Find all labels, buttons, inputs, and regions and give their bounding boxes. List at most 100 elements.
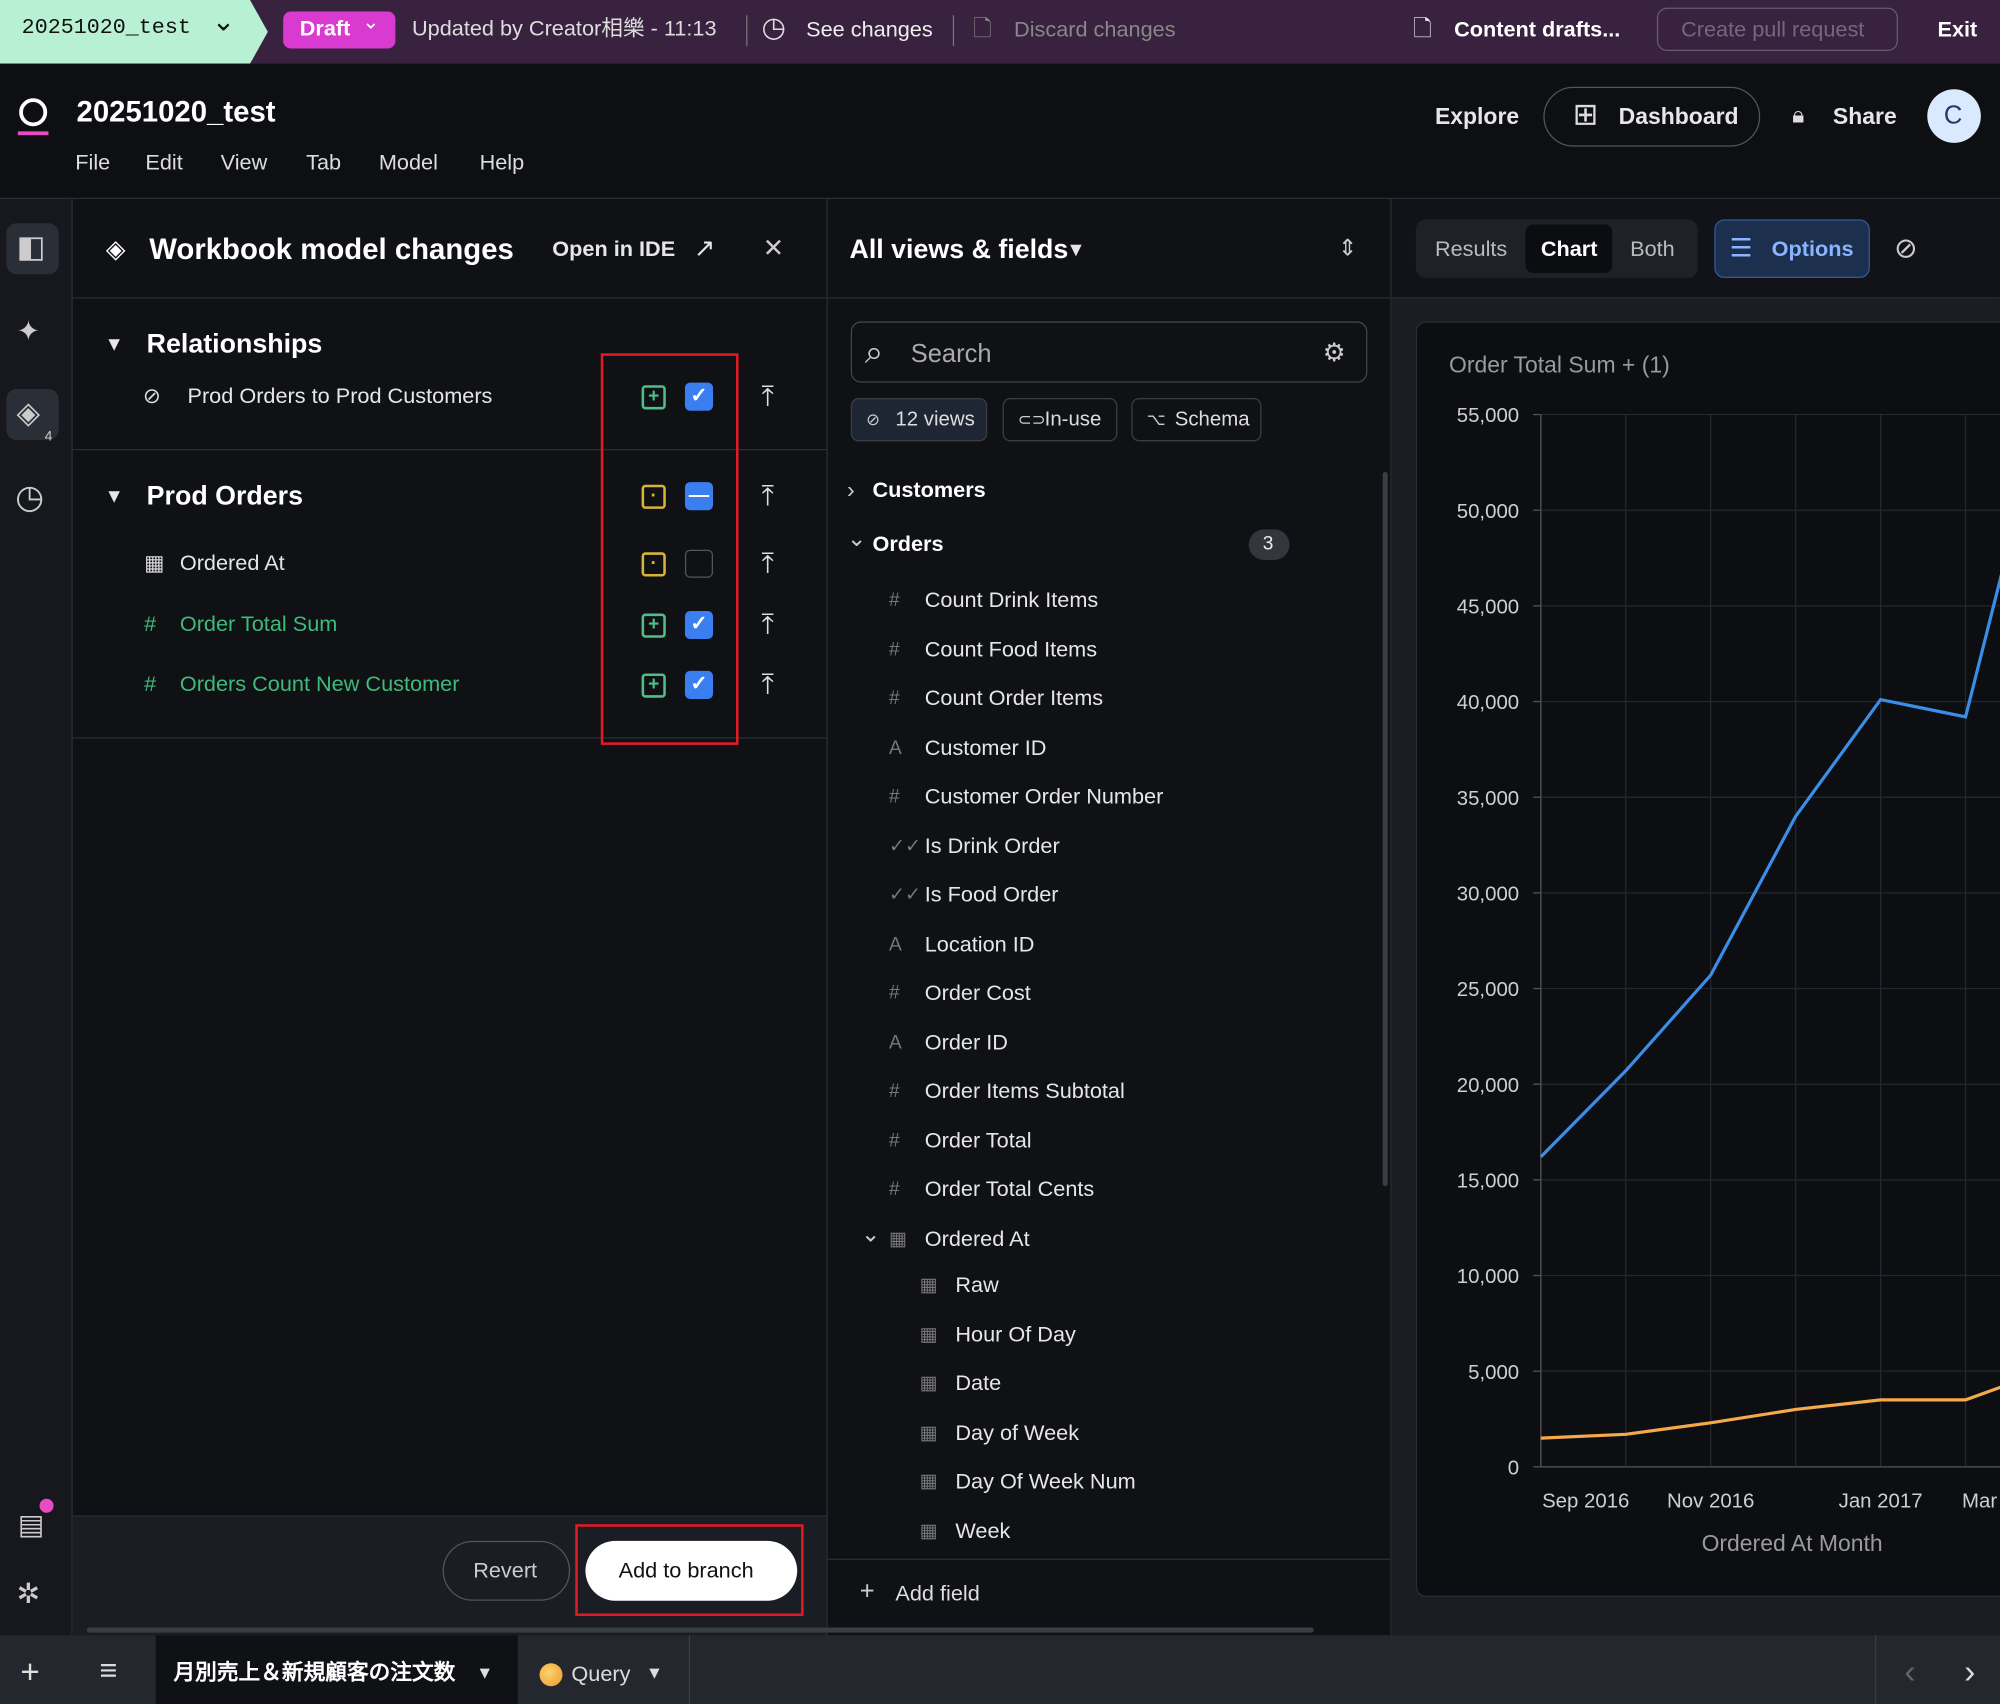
field[interactable]: Is Drink Order: [925, 833, 1060, 859]
search-placeholder[interactable]: Search: [911, 339, 992, 370]
share[interactable]: Share: [1833, 104, 1897, 132]
y-tick-label: 30,000: [1457, 884, 1519, 906]
options[interactable]: Options: [1772, 237, 1854, 263]
menu-item[interactable]: View: [221, 150, 268, 176]
y-tick-label: 5,000: [1468, 1362, 1519, 1384]
checkbox[interactable]: —: [685, 482, 713, 510]
field[interactable]: Order Total Cents: [925, 1177, 1095, 1203]
icon: 🔒︎: [1792, 102, 1804, 130]
result-tab[interactable]: Both: [1630, 237, 1675, 263]
table-name[interactable]: Orders: [872, 532, 943, 558]
icon: ›: [847, 477, 855, 505]
change-badge: +: [642, 673, 666, 697]
field[interactable]: Is Food Order: [925, 882, 1059, 908]
branch-name[interactable]: 20251020_test: [22, 16, 191, 42]
subfield[interactable]: Hour Of Day: [955, 1322, 1076, 1348]
result-tab[interactable]: Results: [1435, 237, 1507, 263]
field[interactable]: Order Cost: [925, 981, 1031, 1007]
series-line: [1541, 380, 2000, 1157]
subfield[interactable]: Day of Week: [955, 1420, 1079, 1446]
icon: ⊘: [143, 384, 161, 410]
dashboard[interactable]: Dashboard: [1619, 104, 1739, 132]
field[interactable]: Location ID: [925, 932, 1035, 958]
change-item: Order Total Sum: [180, 612, 337, 638]
field[interactable]: Count Food Items: [925, 637, 1097, 663]
series-line: [1541, 1369, 2000, 1438]
checkbox[interactable]: [685, 550, 713, 578]
checkbox[interactable]: ✓: [685, 383, 713, 411]
field[interactable]: Customer Order Number: [925, 784, 1164, 810]
content-drafts[interactable]: Content drafts...: [1454, 18, 1620, 44]
icon: 🗋: [973, 16, 991, 44]
discard-changes[interactable]: Discard changes: [1014, 18, 1176, 44]
draft-label[interactable]: Draft: [300, 16, 351, 42]
icon: +: [860, 1577, 875, 1608]
subfield[interactable]: Day Of Week Num: [955, 1469, 1135, 1495]
subfield[interactable]: Week: [955, 1518, 1010, 1544]
field[interactable]: Customer ID: [925, 735, 1047, 761]
see-changes[interactable]: See changes: [806, 18, 933, 44]
checkbox[interactable]: ✓: [685, 611, 713, 639]
menu-item[interactable]: Model: [379, 150, 438, 176]
separator: [746, 15, 747, 46]
subfield[interactable]: Raw: [955, 1273, 998, 1299]
add-to-branch[interactable]: Add to branch: [619, 1558, 754, 1584]
query-icon: [540, 1663, 563, 1686]
menu-item[interactable]: File: [75, 150, 110, 176]
icon: ◈: [106, 235, 126, 266]
revert[interactable]: Revert: [473, 1558, 537, 1584]
field[interactable]: Order Items Subtotal: [925, 1079, 1125, 1105]
menu-item[interactable]: Tab: [306, 150, 341, 176]
icon: ⊂⊃: [1018, 410, 1046, 430]
icon: A: [889, 737, 902, 760]
field[interactable]: Order Total: [925, 1128, 1032, 1154]
chip-label[interactable]: 12 views: [895, 407, 974, 431]
result-tab[interactable]: Chart: [1541, 237, 1598, 263]
icon: ⌥: [1147, 410, 1166, 430]
icon: ‹: [1904, 1652, 1915, 1692]
workbook-title: 20251020_test: [77, 95, 276, 130]
icon: ▦: [144, 551, 164, 577]
add-field[interactable]: Add field: [895, 1581, 979, 1607]
icon: ✕: [763, 233, 784, 264]
icon: #: [889, 589, 900, 612]
group-name: Prod Orders: [147, 480, 303, 512]
x-tick-label: Nov 2016: [1667, 1491, 1754, 1513]
panel-title: Workbook model changes: [149, 232, 514, 267]
query-tab[interactable]: Query: [571, 1662, 630, 1688]
menu-item[interactable]: Help: [480, 150, 525, 176]
icon: ◧: [17, 230, 46, 267]
exit[interactable]: Exit: [1937, 18, 1977, 44]
chip-label[interactable]: Schema: [1175, 407, 1250, 431]
field[interactable]: Count Order Items: [925, 686, 1103, 712]
icon: ◷: [761, 11, 785, 45]
icon: A: [889, 1031, 902, 1054]
icon: ▾: [1070, 236, 1082, 264]
icon: ▦: [920, 1323, 938, 1346]
explore[interactable]: Explore: [1435, 104, 1519, 132]
checkbox[interactable]: ✓: [685, 671, 713, 699]
open-ide[interactable]: Open in IDE: [552, 237, 675, 263]
avatar-letter[interactable]: C: [1944, 101, 1962, 132]
field[interactable]: Count Drink Items: [925, 588, 1099, 614]
y-tick-label: 0: [1508, 1457, 1519, 1479]
group-name: Relationships: [147, 328, 323, 360]
icon: ⌄: [212, 5, 236, 39]
icon: #: [889, 786, 900, 809]
menu-item[interactable]: Edit: [145, 150, 182, 176]
field[interactable]: Ordered At: [925, 1226, 1030, 1252]
subfield[interactable]: Date: [955, 1371, 1001, 1397]
icon: ⚙: [1323, 338, 1346, 369]
y-tick-label: 50,000: [1457, 501, 1519, 523]
icon: ⌄: [861, 1220, 880, 1248]
icon: ▦: [920, 1471, 938, 1494]
create-pr[interactable]: Create pull request: [1681, 18, 1864, 44]
chip-label[interactable]: In-use: [1045, 407, 1102, 431]
icon: ◈: [17, 396, 41, 433]
y-axis-title: Order Total Sum + (1): [1449, 351, 1670, 377]
icon: 🗋: [1413, 16, 1431, 44]
field[interactable]: Order ID: [925, 1030, 1008, 1056]
table-name[interactable]: Customers: [872, 478, 985, 504]
workbook-tab[interactable]: 月別売上＆新規顧客の注文数: [173, 1660, 455, 1686]
icon: ⌄: [847, 526, 866, 554]
